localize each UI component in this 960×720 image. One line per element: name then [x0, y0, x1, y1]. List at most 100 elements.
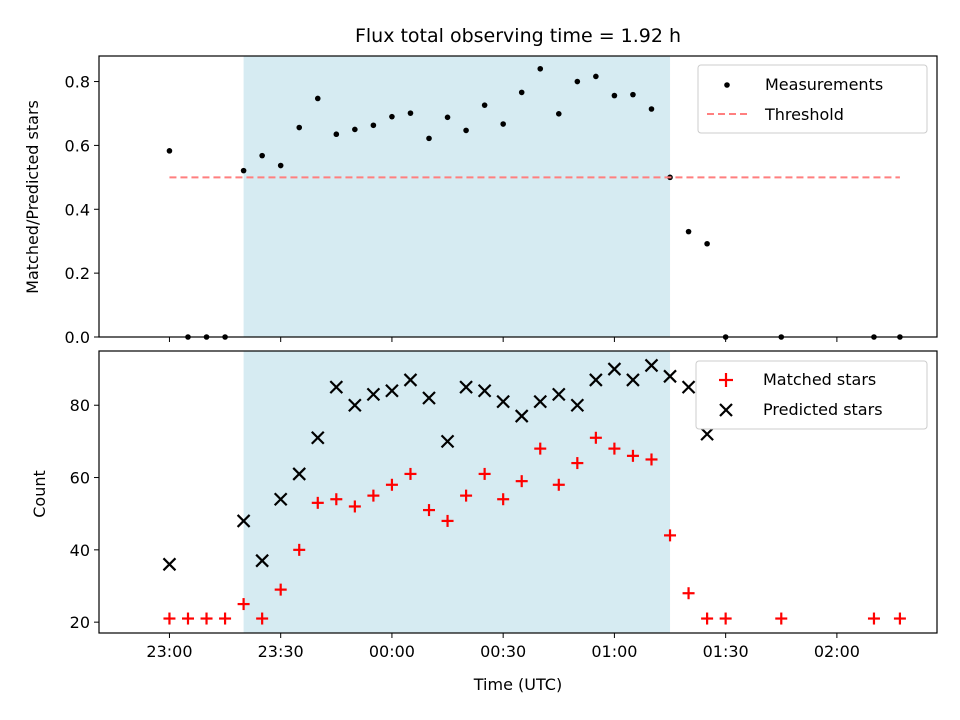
measurement-point: [352, 126, 358, 133]
measurement-point: [648, 106, 655, 112]
legend-matched-marker: [719, 373, 733, 387]
x-axis-label: Time (UTC): [473, 675, 562, 694]
predicted-stars-point: [477, 383, 492, 398]
x-tick-label: 01:30: [703, 642, 749, 661]
x-tick-label: 00:00: [369, 642, 415, 661]
measurement-point: [630, 91, 636, 98]
legend-threshold-label: Threshold: [764, 105, 844, 124]
y-tick-label: 40: [70, 541, 90, 560]
matched-stars-point: [515, 475, 528, 488]
matched-stars-point: [311, 496, 324, 509]
matched-stars-point: [867, 612, 880, 625]
measurement-point: [240, 167, 247, 174]
y-tick-label: 0.6: [65, 136, 90, 155]
predicted-stars-point: [533, 394, 548, 409]
measurement-point: [259, 152, 265, 159]
matched-stars-point: [348, 500, 361, 513]
measurement-point: [500, 121, 506, 127]
y-tick-label: 0.8: [65, 73, 90, 92]
matched-stars-point: [163, 612, 176, 625]
matched-stars-point: [682, 587, 695, 600]
bottom-legend-box: [695, 360, 928, 430]
measurement-point: [314, 95, 321, 102]
matched-stars-point: [608, 442, 621, 455]
x-tick-label: 00:30: [480, 642, 526, 661]
bottom-x-ticks: 23:00 23:30 00:00 00:30 01:00 01:30 02:00: [146, 633, 860, 661]
measurement-point: [593, 73, 599, 80]
observing-span-bottom: [243, 351, 671, 633]
legend-measurements-label: Measurements: [765, 75, 883, 94]
measurement-point: [611, 92, 618, 99]
matched-stars-point: [423, 504, 436, 517]
bottom-y-ticks: 20 40 60 80: [70, 396, 99, 632]
predicted-stars-point: [644, 358, 659, 373]
predicted-stars-point: [385, 383, 399, 398]
predicted-stars-point: [496, 394, 510, 409]
predicted-stars-point: [273, 492, 288, 507]
measurement-point: [166, 148, 173, 154]
predicted-stars-point: [514, 409, 529, 423]
measurement-point: [574, 78, 581, 85]
measurement-point: [426, 135, 432, 142]
top-legend: Measurements Threshold: [697, 64, 928, 134]
matched-stars-point: [274, 583, 287, 596]
matched-stars-point: [385, 478, 398, 491]
matched-stars-point: [181, 612, 194, 625]
top-panel: 0.00.20.40.60.8 Matched/Predicted stars …: [23, 55, 938, 347]
measurement-point: [333, 131, 340, 138]
matched-stars-point: [330, 493, 343, 506]
predicted-stars-point: [236, 514, 251, 528]
y-tick-label: 0.2: [65, 264, 90, 283]
predicted-stars-point: [700, 427, 714, 441]
bottom-axes-frame: [98, 350, 938, 634]
matched-stars-point: [441, 514, 454, 527]
matched-stars-point: [256, 612, 269, 625]
y-tick-label: 0.0: [65, 328, 90, 347]
measurement-point: [370, 122, 377, 129]
predicted-stars-point: [681, 380, 696, 394]
predicted-stars-point: [255, 553, 269, 568]
measurement-point: [277, 162, 284, 169]
measurement-point: [685, 228, 692, 235]
predicted-stars-point: [310, 430, 325, 445]
matched-stars-point: [775, 612, 788, 625]
chart-title: Flux total observing time = 1.92 h: [355, 25, 681, 47]
x-tick-label: 01:00: [591, 642, 637, 661]
matched-stars-point: [478, 467, 491, 480]
matched-stars-point: [404, 467, 417, 480]
predicted-stars-point: [589, 373, 603, 387]
legend-predicted-label: Predicted stars: [763, 400, 883, 419]
measurement-point: [407, 110, 414, 116]
observing-span-top: [243, 56, 671, 337]
matched-stars-point: [534, 442, 547, 455]
bottom-panel-marks: [162, 358, 906, 625]
predicted-stars-point: [292, 467, 307, 481]
predicted-stars-point: [348, 398, 362, 413]
matched-stars-point: [589, 431, 602, 444]
top-y-ticks: 0.0 0.2 0.4 0.6 0.8: [65, 73, 99, 347]
measurement-point: [389, 113, 395, 120]
bottom-panel: 20 40 60 80 23:00 23:30 00:00 00:30 01:00 01:30 0…: [30, 350, 938, 694]
matched-stars-point: [701, 612, 714, 625]
predicted-stars-point: [162, 557, 177, 572]
measurement-point: [444, 114, 451, 121]
matched-stars-point: [237, 598, 250, 611]
top-y-axis-label: Matched/Predicted stars: [23, 100, 42, 294]
legend-matched-label: Matched stars: [763, 370, 876, 389]
top-legend-box: [697, 64, 928, 134]
predicted-stars-point: [607, 362, 622, 376]
matched-stars-point: [571, 457, 584, 470]
matched-stars-point: [552, 478, 565, 491]
predicted-stars-point: [626, 373, 640, 387]
y-tick-label: 60: [70, 469, 90, 488]
matched-stars-point: [293, 543, 306, 556]
measurement-point: [537, 65, 544, 72]
bottom-legend: Matched stars Predicted stars: [695, 360, 928, 430]
matched-stars-point: [497, 493, 510, 506]
measurement-point: [555, 110, 562, 117]
matched-stars-point: [367, 489, 380, 502]
x-tick-label: 02:00: [814, 642, 860, 661]
measurement-point: [704, 240, 710, 247]
legend-measurements-marker: [724, 82, 730, 88]
